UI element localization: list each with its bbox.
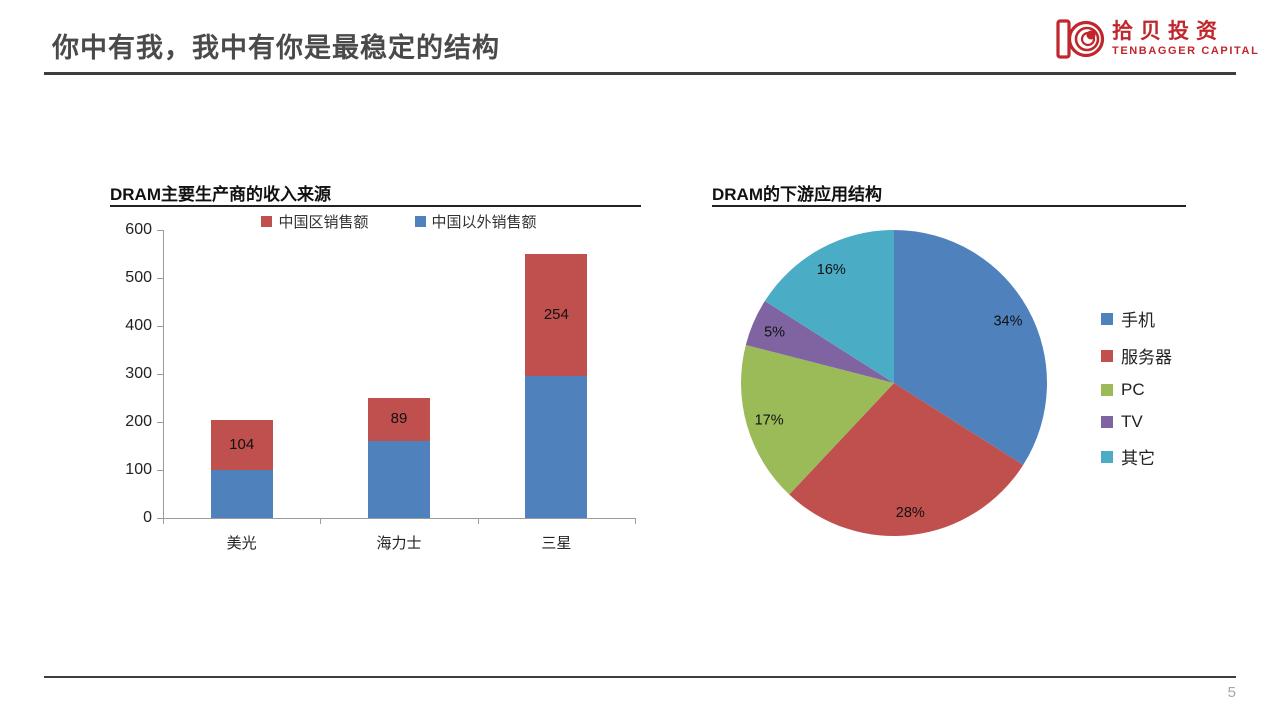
- legend-label: TV: [1121, 412, 1143, 431]
- bar-segment-china: [525, 254, 588, 376]
- x-category-label: 海力士: [376, 535, 422, 552]
- bar-legend-item: 中国区销售额: [261, 211, 369, 232]
- logo-text: 拾贝投资 TENBAGGER CAPITAL: [1112, 20, 1259, 58]
- bar-chart-title: DRAM主要生产商的收入来源: [110, 185, 331, 204]
- pie-percent-label: 5%: [764, 324, 785, 340]
- pie-legend-item: 服务器: [1101, 343, 1172, 368]
- bar-chart-title-rule: [110, 205, 641, 207]
- legend-swatch-icon: [1101, 384, 1113, 396]
- page-title: 你中有我，我中有你是最稳定的结构: [52, 33, 500, 63]
- legend-label: 服务器: [1121, 348, 1172, 367]
- y-tick-mark: [157, 230, 163, 231]
- pie-chart-title-rule: [712, 205, 1186, 207]
- pie-slice-服务器: [789, 383, 1024, 536]
- legend-swatch-icon: [1101, 312, 1113, 325]
- y-tick-label: 400: [125, 317, 152, 334]
- x-category-label: 三星: [541, 535, 572, 552]
- x-tick-mark: [163, 518, 164, 524]
- bar-segment-nonchina: [368, 440, 430, 518]
- pie-legend-item: 其它: [1101, 444, 1172, 469]
- legend-label: 手机: [1121, 311, 1155, 330]
- y-tick-mark: [157, 278, 163, 279]
- legend-swatch-icon: [261, 216, 273, 227]
- logo-name-en: TENBAGGER CAPITAL: [1112, 45, 1260, 57]
- y-tick-mark: [157, 470, 163, 471]
- legend-label: 中国以外销售额: [431, 214, 537, 231]
- bar-data-label: 104: [229, 436, 255, 454]
- x-axis-line: [163, 518, 635, 519]
- y-tick-mark: [157, 374, 163, 375]
- pie-legend-item: 手机: [1101, 306, 1172, 331]
- y-tick-label: 100: [125, 461, 152, 478]
- y-tick-label: 600: [125, 221, 152, 238]
- bar-data-label: 254: [543, 305, 569, 323]
- legend-swatch-icon: [1101, 450, 1113, 463]
- bar-chart-legend: 中国区销售额 中国以外销售额: [163, 211, 635, 232]
- y-tick-label: 500: [125, 269, 152, 286]
- pie-chart-legend: 手机服务器 PC TV 其它: [1101, 306, 1172, 469]
- bar-chart-plot: 0 100 200 300 400 500 600 104 美光 89 海力士 254 三星: [110, 210, 655, 570]
- x-category-label: 美光: [226, 535, 257, 552]
- bar-segment-nonchina: [525, 375, 588, 518]
- logo-name-cn: 拾贝投资: [1112, 20, 1224, 43]
- y-tick-mark: [157, 422, 163, 423]
- y-axis-line: [163, 230, 164, 524]
- y-tick-label: 300: [125, 365, 152, 382]
- x-tick-mark: [320, 518, 322, 524]
- legend-label: 其它: [1121, 449, 1155, 468]
- legend-swatch-icon: [1101, 349, 1113, 362]
- title-divider: [44, 72, 1236, 75]
- pie-percent-label: 28%: [896, 505, 925, 521]
- legend-label: PC: [1121, 380, 1145, 399]
- pie-slice-PC: [741, 344, 894, 495]
- x-tick-mark: [635, 518, 636, 524]
- y-tick-label: 200: [125, 413, 152, 430]
- bar-data-label: 89: [390, 410, 408, 428]
- pie-legend-item: TV: [1101, 412, 1172, 432]
- bar-segment-china: [368, 398, 430, 441]
- pie-chart: 34% 28% 17% 5% 16%: [741, 230, 1047, 536]
- y-tick-mark: [157, 326, 163, 327]
- legend-label: 中国区销售额: [278, 214, 369, 231]
- company-logo: 拾贝投资 TENBAGGER CAPITAL: [1054, 14, 1259, 64]
- pie-slice-TV: [745, 301, 894, 383]
- pie-percent-label: 17%: [755, 412, 784, 428]
- page-number: 5: [1227, 684, 1236, 701]
- tenbagger-logo-icon: [1056, 19, 1104, 59]
- y-tick-label: 0: [143, 509, 152, 526]
- legend-swatch-icon: [1101, 416, 1113, 428]
- pie-chart-title: DRAM的下游应用结构: [712, 185, 882, 204]
- pie-percent-label: 16%: [817, 262, 846, 278]
- x-tick-mark: [477, 518, 479, 524]
- legend-swatch-icon: [414, 216, 426, 227]
- bar-segment-nonchina: [210, 470, 273, 518]
- footer-divider: [44, 676, 1236, 678]
- y-tick-mark: [157, 518, 163, 519]
- pie-legend-item: PC: [1101, 380, 1172, 400]
- bar-legend-item: 中国以外销售额: [414, 211, 537, 232]
- pie-percent-label: 34%: [993, 313, 1022, 329]
- pie-slice-手机: [894, 230, 1047, 465]
- bar-segment-china: [210, 420, 273, 470]
- pie-slice-其它: [764, 230, 894, 383]
